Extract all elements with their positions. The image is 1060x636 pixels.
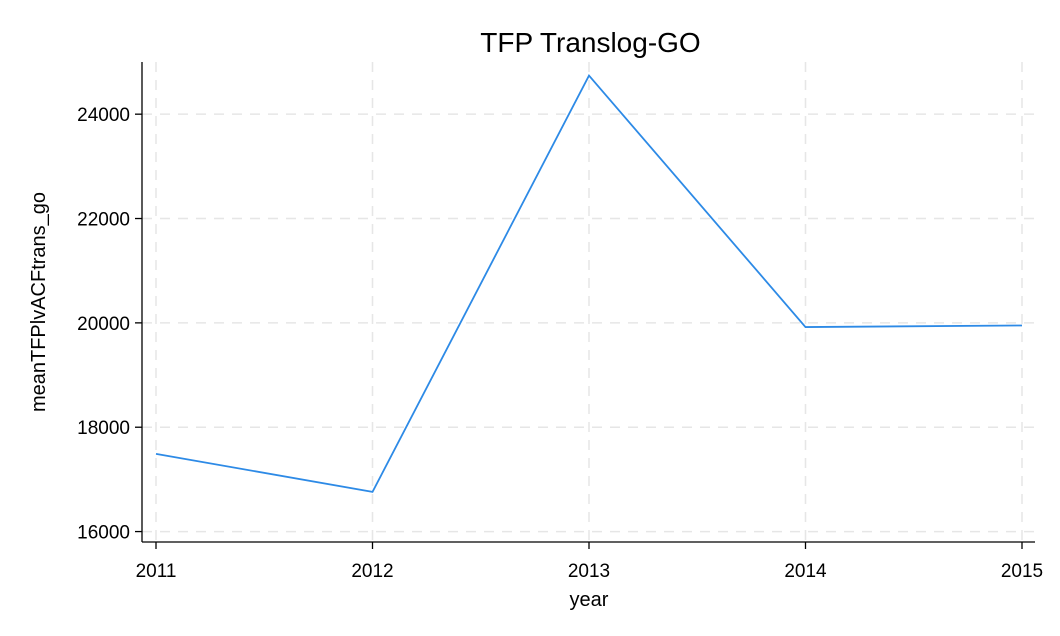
y-tick-label: 24000 xyxy=(77,105,130,126)
ticks-layer: 16000 18000 20000 22000 24000 2011 2012 2013 201… xyxy=(77,105,1043,582)
series-line xyxy=(155,73,1023,493)
y-tick-label: 22000 xyxy=(77,210,130,231)
y-tick-label: 20000 xyxy=(77,314,130,335)
x-axis-label: year xyxy=(570,589,609,611)
y-tick-label: 16000 xyxy=(77,523,130,544)
chart-title: TFP Translog-GO xyxy=(480,27,700,58)
y-axis-label: meanTFPlvACFtrans_go xyxy=(28,192,50,412)
y-tick-label: 18000 xyxy=(77,418,130,439)
x-tick-label: 2015 xyxy=(1001,561,1043,582)
series-layer xyxy=(155,73,1023,493)
x-tick-label: 2013 xyxy=(568,561,610,582)
x-tick-label: 2014 xyxy=(784,561,827,582)
grid-layer xyxy=(142,62,1035,542)
x-tick-label: 2011 xyxy=(136,561,177,582)
x-tick-label: 2012 xyxy=(351,561,393,582)
